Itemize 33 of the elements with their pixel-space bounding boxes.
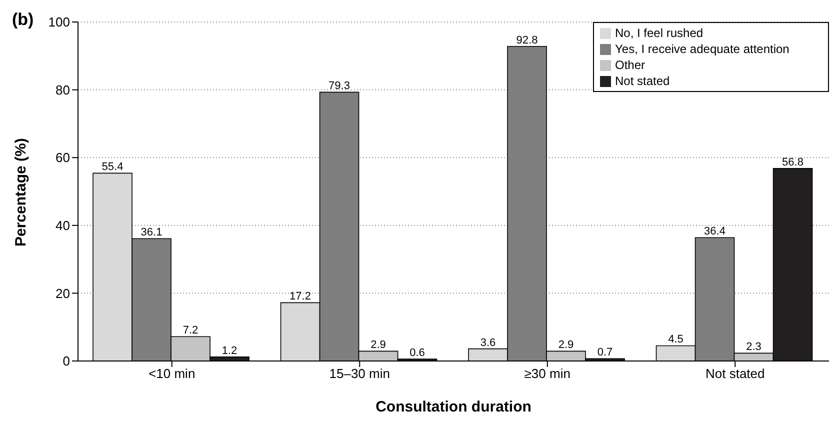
y-tick-label: 60 [56, 150, 70, 166]
data-label: 0.7 [597, 346, 613, 359]
y-tick-label: 20 [56, 286, 70, 301]
y-tick-label: 0 [62, 354, 70, 369]
data-label: 55.4 [102, 161, 124, 174]
data-label: 4.5 [668, 334, 684, 346]
y-axis-title: Percentage (%) [12, 138, 30, 246]
data-label: 92.8 [516, 34, 538, 46]
data-label: 2.3 [746, 341, 762, 354]
x-tick-label: Not stated [705, 366, 765, 382]
x-tick-label: <10 min [148, 366, 196, 382]
y-tick-label: 100 [48, 14, 70, 30]
x-axis-title: Consultation duration [376, 398, 532, 416]
data-label: 56.8 [782, 156, 804, 168]
data-label: 36.4 [704, 226, 726, 238]
data-label: 3.6 [480, 336, 496, 349]
data-label: 0.6 [410, 346, 425, 359]
data-label: 7.2 [182, 324, 198, 337]
legend-label: Not stated [615, 74, 670, 88]
data-label: 79.3 [328, 80, 350, 92]
legend-label: No, I feel rushed [615, 26, 704, 40]
x-tick-label: ≥30 min [524, 366, 570, 382]
legend-label: Other [615, 58, 646, 72]
data-label: 36.1 [140, 226, 162, 239]
data-label: 17.2 [290, 290, 311, 303]
data-label: 1.2 [222, 344, 238, 357]
chart-title: (b) [12, 10, 34, 30]
y-tick-label: 80 [56, 82, 70, 98]
data-label: 2.9 [558, 339, 574, 352]
data-label: 2.9 [370, 339, 386, 352]
legend-label: Yes, I receive adequate attention [615, 42, 790, 56]
x-tick-label: 15–30 min [329, 366, 390, 382]
y-tick-label: 40 [56, 218, 70, 234]
